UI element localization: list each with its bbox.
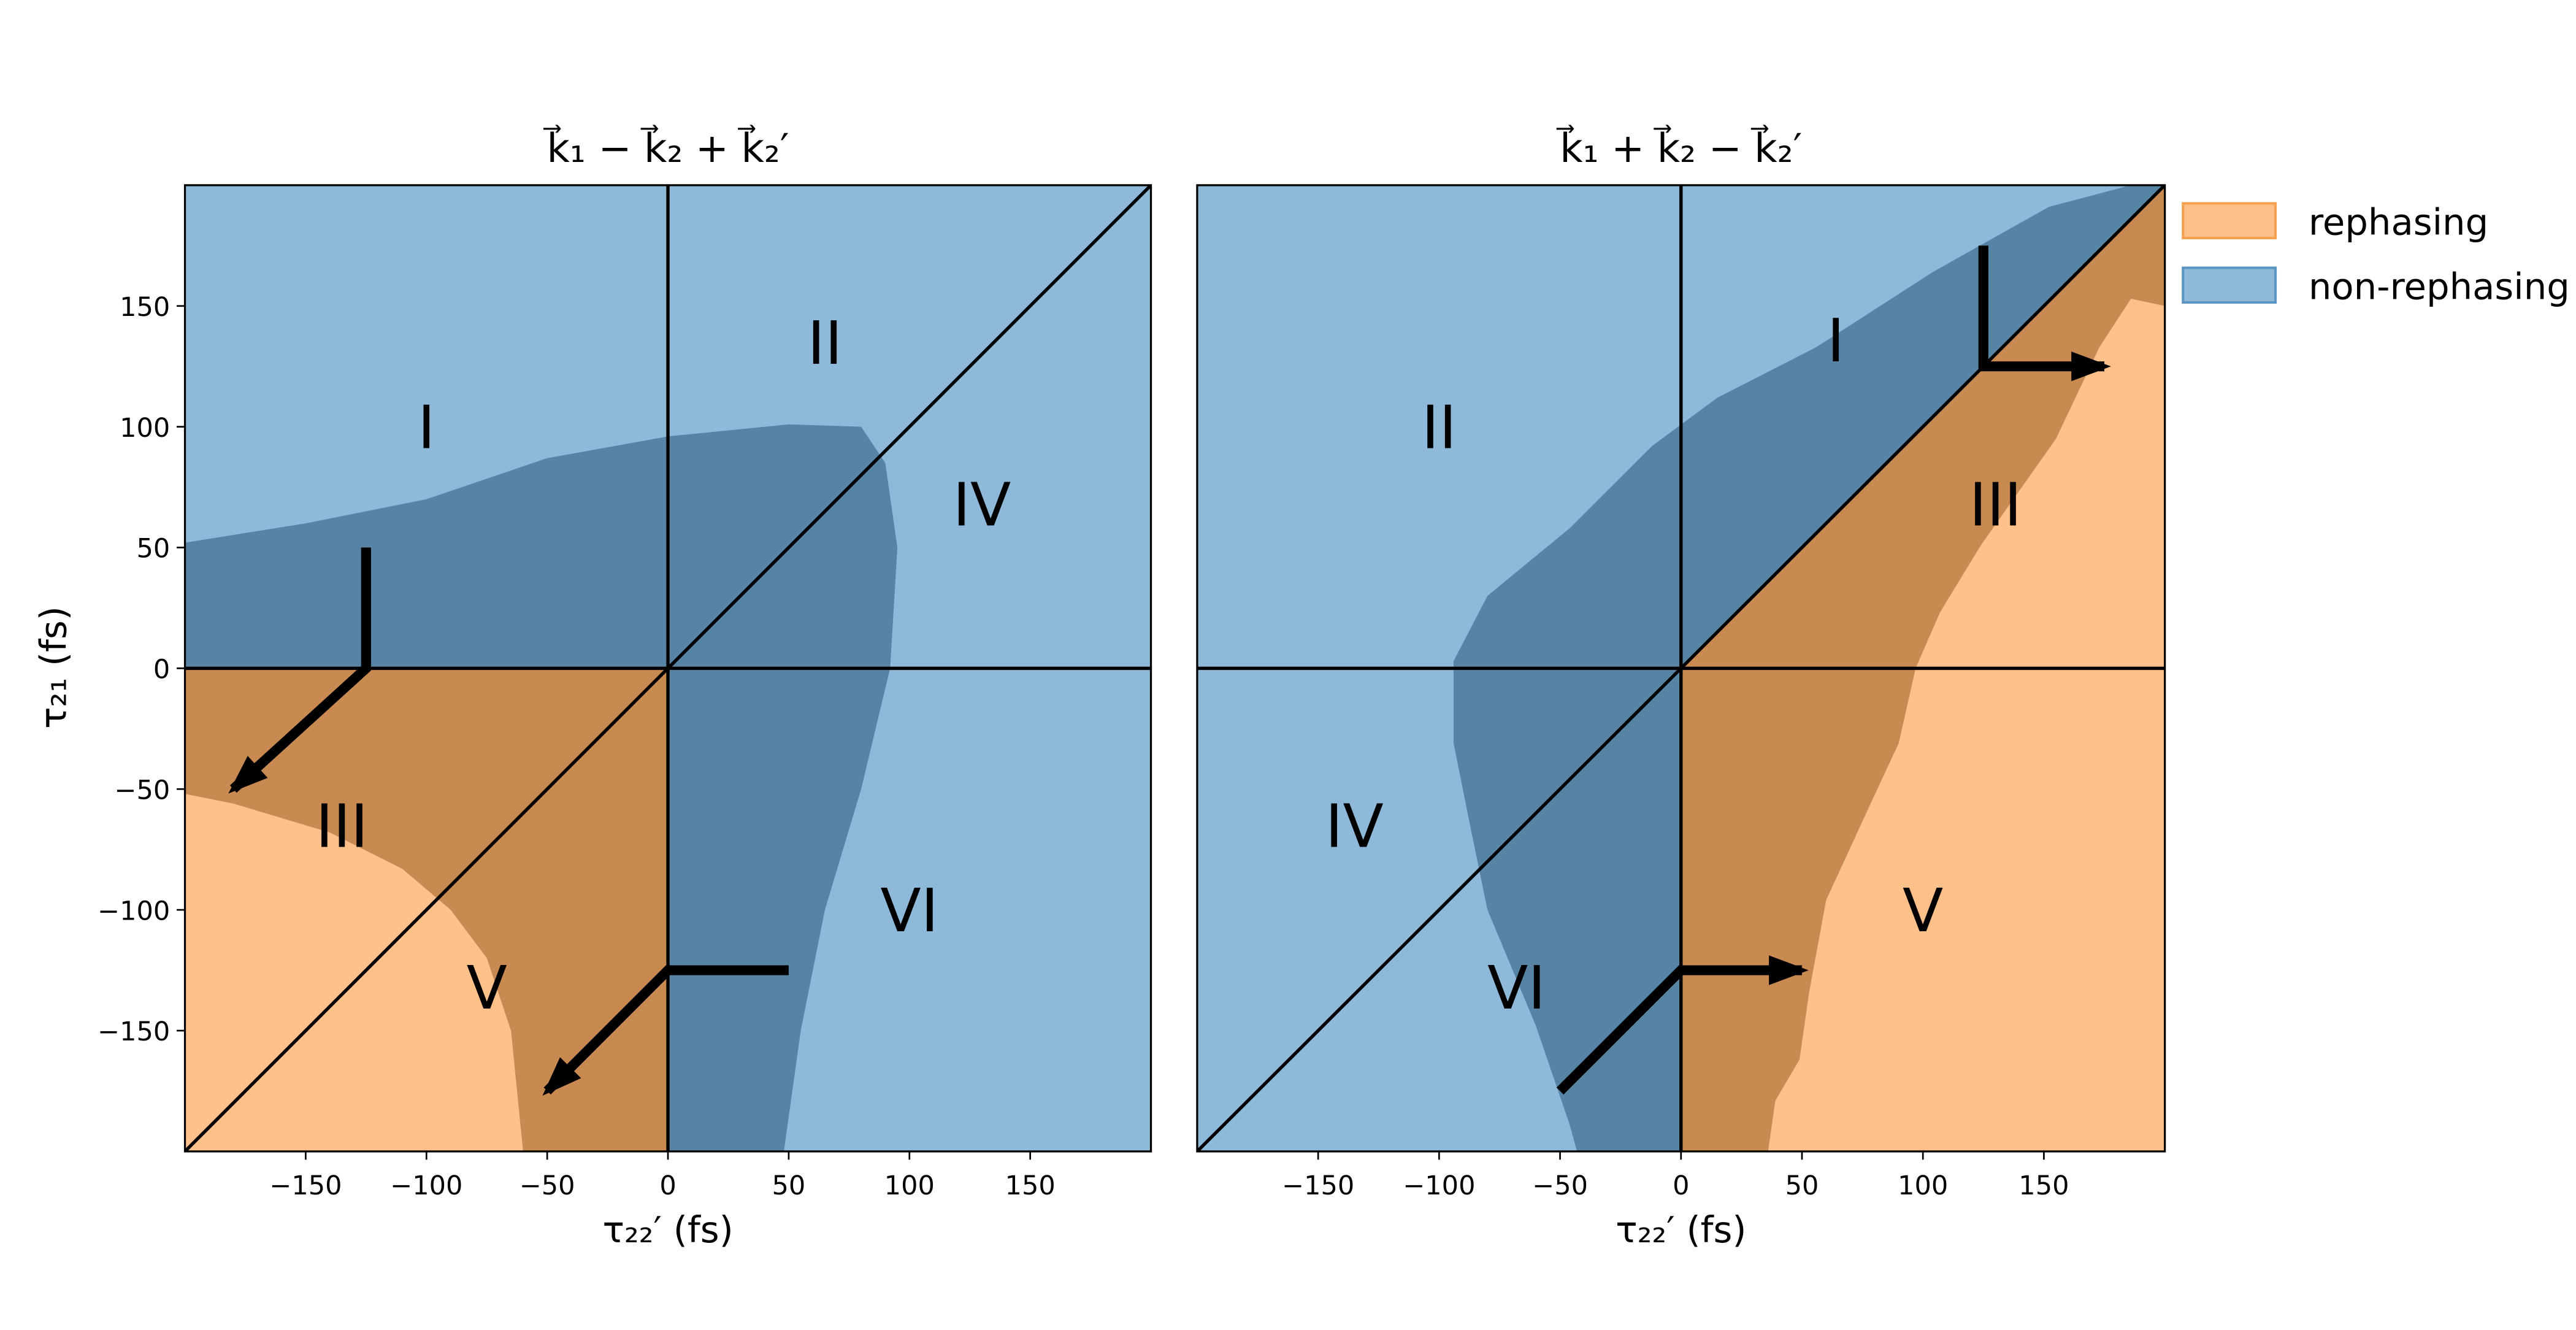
x-tick-label: 150 bbox=[2018, 1170, 2069, 1201]
panel-title: k⃗₁ − k⃗₂ + k⃗₂′ bbox=[543, 124, 789, 172]
panel-title: k⃗₁ + k⃗₂ − k⃗₂′ bbox=[1556, 124, 1802, 172]
arrow-head bbox=[1769, 955, 1809, 985]
region-label: II bbox=[1422, 393, 1457, 463]
x-tick-label: −50 bbox=[519, 1170, 575, 1201]
x-tick-label: 0 bbox=[1673, 1170, 1689, 1201]
region-rephasing bbox=[185, 794, 523, 1151]
y-tick-label: −100 bbox=[98, 896, 170, 926]
y-axis-label: τ₂₁ (fs) bbox=[33, 606, 75, 729]
arrow-head bbox=[2071, 351, 2111, 382]
legend-swatch-non-rephasing bbox=[2182, 266, 2277, 304]
x-axis-label: τ₂₂′ (fs) bbox=[1616, 1209, 1746, 1251]
y-tick-label: 50 bbox=[137, 534, 171, 564]
region-label: IV bbox=[953, 471, 1011, 540]
arrow bbox=[229, 547, 371, 793]
region-non-rephasing-overlap bbox=[1454, 185, 2165, 1151]
x-tick-label: 50 bbox=[1785, 1170, 1819, 1201]
legend-swatch-rephasing bbox=[2182, 202, 2277, 240]
x-tick-label: −100 bbox=[390, 1170, 462, 1201]
region-rephasing-overlap bbox=[1681, 185, 2165, 1151]
x-tick-label: −150 bbox=[1282, 1170, 1354, 1201]
x-tick-label: −50 bbox=[1532, 1170, 1588, 1201]
x-tick-label: 50 bbox=[772, 1170, 806, 1201]
region-label: V bbox=[1903, 876, 1943, 945]
x-tick-label: 100 bbox=[884, 1170, 935, 1201]
region-label: III bbox=[1969, 471, 2022, 540]
legend: rephasing non-rephasing bbox=[2182, 201, 2570, 308]
x-tick-label: 0 bbox=[659, 1170, 676, 1201]
region-label: I bbox=[418, 393, 435, 463]
y-tick-label: −50 bbox=[114, 775, 170, 805]
x-tick-label: 100 bbox=[1898, 1170, 1948, 1201]
region-label: II bbox=[807, 309, 842, 378]
x-tick-label: −100 bbox=[1403, 1170, 1475, 1201]
arrow bbox=[543, 965, 789, 1095]
region-label: VI bbox=[1487, 953, 1546, 1023]
region-label: III bbox=[316, 791, 369, 861]
arrow bbox=[1556, 965, 1802, 1095]
y-tick-label: 100 bbox=[120, 413, 170, 444]
legend-label-rephasing: rephasing bbox=[2309, 201, 2488, 244]
x-tick-label: −150 bbox=[269, 1170, 342, 1201]
region-label: I bbox=[1827, 306, 1845, 375]
arrow-head bbox=[542, 1057, 581, 1096]
arrow-head bbox=[228, 756, 268, 794]
region-label: IV bbox=[1325, 791, 1384, 861]
region-label: V bbox=[467, 953, 507, 1023]
y-tick-label: 0 bbox=[153, 655, 170, 685]
legend-label-non-rephasing: non-rephasing bbox=[2309, 266, 2570, 308]
arrow bbox=[1978, 245, 2105, 372]
x-tick-label: 150 bbox=[1005, 1170, 1056, 1201]
y-tick-label: 150 bbox=[120, 292, 170, 323]
region-rephasing bbox=[1768, 298, 2165, 1151]
y-tick-label: −150 bbox=[98, 1017, 170, 1047]
region-label: VI bbox=[880, 876, 938, 945]
x-axis-label: τ₂₂′ (fs) bbox=[602, 1209, 733, 1251]
